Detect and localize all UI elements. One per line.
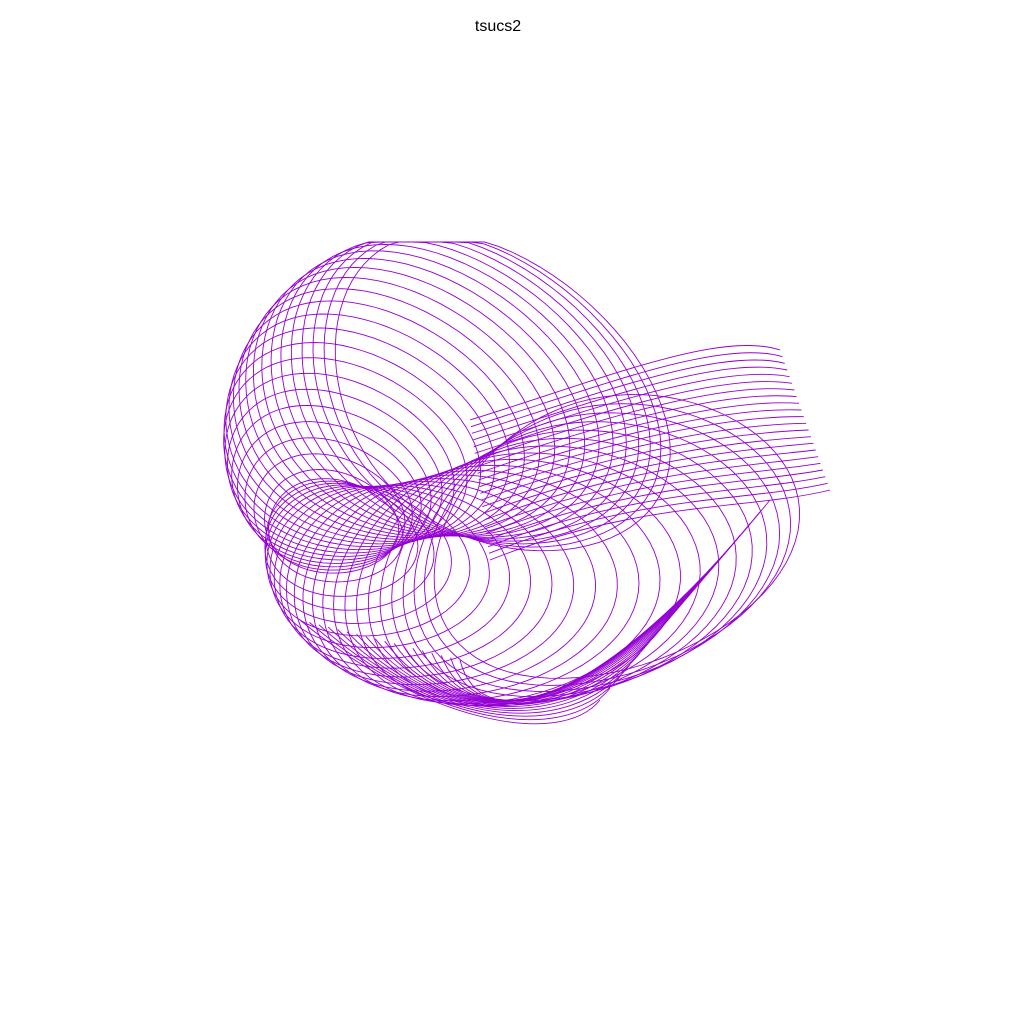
flow-line: [470, 352, 783, 428]
attractor-loop: [367, 445, 720, 706]
tail-line: [327, 626, 631, 714]
attractor-loop: [225, 327, 496, 545]
attractor-loop: [264, 469, 400, 574]
attractor-loop: [356, 452, 701, 707]
attractor-loop: [270, 250, 600, 537]
tail-line: [365, 617, 671, 706]
flow-line: [483, 442, 814, 514]
attractor-loop: [322, 469, 640, 702]
attractor-loop: [433, 394, 800, 679]
attractor-loop: [264, 484, 452, 624]
attractor-loop: [245, 277, 556, 538]
tail-line: [309, 622, 611, 721]
attractor-loop: [253, 453, 406, 571]
attractor-loop: [244, 437, 413, 568]
attractor-loop: [302, 478, 596, 692]
attractor-loop: [223, 342, 481, 548]
attractor-loop: [413, 412, 781, 692]
flow-line: [479, 416, 804, 488]
attractor-loop: [290, 241, 627, 540]
flow-line: [487, 476, 826, 548]
flow-line: [482, 436, 811, 508]
tail-line: [459, 499, 771, 702]
flow-line: [488, 482, 828, 554]
attractor-loop: [279, 484, 531, 669]
tail-line: [337, 629, 641, 712]
flow-line: [486, 462, 821, 534]
tail-line: [318, 624, 621, 717]
attractor-loop: [391, 429, 753, 702]
attractor-loop: [228, 313, 510, 542]
attractor-loop: [238, 288, 540, 539]
attractor-loop: [231, 405, 432, 561]
tail-line: [384, 593, 691, 704]
tail-line: [374, 605, 681, 705]
tail-line: [356, 629, 661, 707]
attractor-loop: [301, 241, 640, 542]
attractor-loop: [312, 474, 618, 698]
flow-line: [484, 449, 816, 521]
attractor-loop: [224, 372, 455, 554]
attractor-loop: [269, 485, 490, 649]
attractor-loop: [334, 241, 671, 552]
attractor-loop: [227, 388, 443, 557]
flow-line: [485, 456, 819, 528]
flow-line: [472, 366, 788, 441]
flow-line: [474, 381, 792, 454]
flow-line: [469, 344, 781, 421]
flow-line: [489, 489, 831, 561]
attractor-loop: [268, 478, 404, 583]
flow-line: [475, 388, 795, 461]
flow-line: [473, 373, 790, 448]
tail-line: [346, 631, 651, 709]
attractor-curves: [223, 241, 831, 725]
attractor-loop: [261, 258, 586, 537]
flow-line: [480, 422, 807, 494]
tail-line: [299, 619, 601, 725]
flow-line: [476, 395, 797, 468]
attractor-loop: [266, 485, 471, 637]
attractor-loop: [232, 300, 525, 540]
flow-line: [477, 402, 800, 474]
attractor-loop: [265, 480, 419, 597]
figure-title: tsucs2: [474, 18, 522, 35]
tail-line: [393, 582, 701, 703]
flow-line: [486, 469, 823, 541]
attractor-loop: [402, 421, 768, 698]
attractor-loop: [424, 403, 792, 686]
flow-line: [478, 409, 802, 481]
attractor-loop: [286, 483, 553, 678]
attractor-loop: [223, 357, 468, 551]
attractor-loop: [252, 266, 571, 537]
flow-line: [471, 359, 785, 434]
tail-line: [412, 558, 721, 702]
attractor-loop: [273, 485, 511, 659]
attractor-loop: [280, 243, 614, 538]
flow-line: [481, 429, 809, 501]
